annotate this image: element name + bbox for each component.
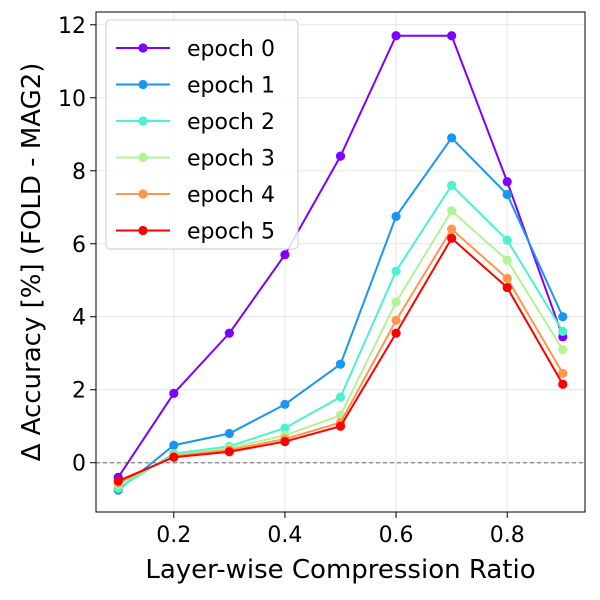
plot-frame — [95, 11, 586, 513]
data-point — [558, 326, 568, 336]
data-point — [558, 368, 568, 378]
data-point — [280, 423, 290, 433]
legend-item: epoch 4 — [116, 183, 275, 208]
y-tick-label: 2 — [72, 379, 86, 404]
data-point — [224, 328, 234, 338]
legend-item: epoch 0 — [116, 37, 275, 62]
data-point — [391, 211, 401, 221]
legend-marker — [138, 152, 148, 163]
y-tick-label: 4 — [72, 306, 86, 331]
legend-box — [105, 19, 299, 250]
y-tick-label: 10 — [58, 87, 86, 112]
data-point — [335, 151, 346, 161]
data-point — [335, 359, 346, 369]
data-point — [391, 315, 401, 325]
data-point — [335, 392, 346, 402]
data-point — [280, 399, 290, 409]
y-tick-label: 0 — [72, 452, 86, 477]
data-point — [391, 31, 401, 41]
data-point — [558, 379, 568, 389]
data-point — [502, 255, 512, 265]
data-point — [502, 235, 512, 245]
data-point — [335, 421, 346, 431]
legend: epoch 0 epoch 1 epoch 2 epoch 3 epoch 4 epoch… — [105, 19, 299, 250]
data-point — [280, 250, 290, 260]
data-point — [502, 282, 512, 293]
series-epoch-5 — [113, 233, 568, 486]
data-point — [558, 344, 568, 355]
x-tick-label: 0.4 — [267, 523, 302, 548]
legend-label: epoch 5 — [187, 220, 275, 245]
data-point — [391, 328, 401, 338]
legend-marker — [138, 43, 148, 53]
axis-ticks: 0.2 0.4 0.6 0.8 0 2 4 6 8 10 12 — [58, 14, 525, 548]
data-point — [447, 224, 457, 234]
x-tick-label: 0.8 — [490, 523, 525, 548]
data-point — [447, 206, 457, 216]
y-tick-label: 12 — [58, 14, 86, 39]
data-point — [502, 189, 512, 200]
data-point — [224, 428, 234, 439]
data-point — [447, 31, 457, 41]
data-point — [391, 297, 401, 307]
series-line — [117, 227, 564, 484]
legend-marker — [138, 79, 148, 90]
data-point — [558, 312, 568, 322]
legend-label: epoch 0 — [187, 37, 275, 62]
legend-item: epoch 2 — [116, 110, 275, 135]
legend-item: epoch 1 — [116, 74, 275, 99]
x-tick-label: 0.6 — [379, 523, 414, 548]
data-point — [391, 266, 401, 276]
data-point — [169, 440, 179, 450]
legend-marker — [138, 225, 148, 236]
data-point — [280, 436, 290, 447]
y-axis-label: Δ Accuracy [%] (FOLD - MAG2) — [17, 63, 47, 462]
data-point — [502, 177, 512, 187]
data-point — [447, 133, 457, 143]
data-point — [447, 233, 457, 243]
y-tick-label: 8 — [72, 160, 86, 185]
data-point — [169, 452, 179, 462]
legend-label: epoch 4 — [187, 183, 275, 208]
legend-marker — [138, 116, 148, 126]
data-point — [447, 180, 457, 190]
data-point — [502, 273, 512, 284]
x-tick-label: 0.2 — [156, 523, 191, 548]
data-point — [113, 476, 123, 486]
legend-marker — [138, 189, 148, 199]
series-epoch-4 — [113, 224, 568, 488]
legend-label: epoch 2 — [187, 110, 275, 135]
legend-label: epoch 3 — [187, 147, 275, 172]
legend-item: epoch 5 — [116, 220, 275, 245]
series-group — [113, 31, 568, 495]
data-point — [224, 447, 234, 457]
data-point — [169, 388, 179, 398]
legend-label: epoch 1 — [187, 74, 275, 99]
y-tick-label: 6 — [72, 233, 86, 258]
x-axis-label: Layer-wise Compression Ratio — [145, 555, 535, 585]
legend-item: epoch 3 — [116, 147, 275, 172]
